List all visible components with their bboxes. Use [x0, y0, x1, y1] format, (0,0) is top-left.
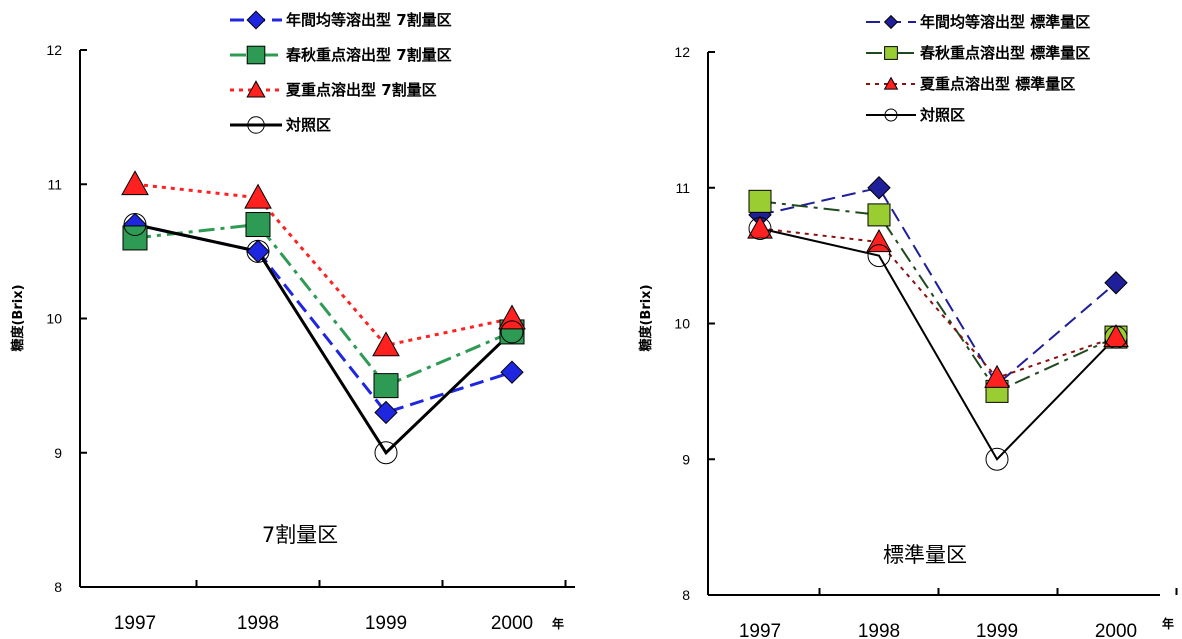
series-line-1 [134, 222, 513, 388]
data-point-0 [500, 360, 524, 384]
data-point-2 [747, 215, 773, 239]
data-point-3 [500, 320, 524, 344]
data-point-1 [122, 225, 148, 251]
legend-marker [246, 10, 266, 30]
data-point-3 [246, 239, 270, 263]
legend-marker [883, 14, 899, 30]
y-tick-label: 12 [46, 42, 62, 58]
y-tick-label: 9 [682, 451, 690, 467]
x-tick-label: 1999 [976, 621, 1018, 639]
legend-label: 夏重点溶出型 標準量区 [919, 75, 1075, 93]
data-point-0 [374, 400, 398, 425]
series-line-2 [759, 227, 1117, 379]
data-point-0 [1104, 271, 1128, 295]
data-point-1 [748, 189, 772, 213]
legend-marker [884, 46, 898, 60]
x-tick-label: 1997 [114, 613, 156, 634]
x-tick-label: 1998 [858, 621, 900, 639]
legend-marker [883, 76, 899, 90]
series-line-0 [759, 186, 1117, 387]
data-point-2 [121, 170, 149, 196]
data-point-0 [867, 176, 891, 200]
data-point-1 [867, 203, 891, 227]
x-unit-label: 年 [1162, 616, 1174, 631]
legend-label: 年間均等溶出型 7割量区 [286, 11, 452, 29]
series-line-3 [134, 223, 514, 456]
y-tick-label: 9 [54, 445, 62, 461]
legend-label: 対照区 [919, 106, 965, 124]
legend-marker [246, 80, 266, 98]
data-point-3 [867, 244, 891, 268]
y-tick-label: 10 [674, 316, 690, 332]
y-tick-label: 8 [682, 587, 690, 603]
data-point-3 [374, 441, 398, 465]
y-tick-label: 10 [46, 311, 62, 327]
x-unit-label: 年 [552, 616, 564, 631]
data-point-2 [1103, 324, 1129, 348]
y-tick-label: 11 [47, 176, 62, 192]
data-point-3 [985, 447, 1009, 471]
data-point-3 [748, 216, 772, 240]
data-point-2 [244, 183, 272, 209]
y-axis-label: 糖度(Brix) [638, 284, 654, 351]
y-axis-label: 糖度(Brix) [10, 284, 26, 351]
legend-label: 年間均等溶出型 標準量区 [920, 13, 1090, 31]
x-tick-label: 1997 [739, 621, 781, 639]
data-point-2 [372, 331, 400, 357]
series-line-1 [759, 200, 1117, 393]
data-point-3 [123, 213, 147, 237]
x-tick-label: 2000 [1095, 621, 1137, 639]
legend-label: 春秋重点溶出型 標準量区 [920, 44, 1090, 62]
legend-label: 春秋重点溶出型 7割量区 [286, 46, 452, 64]
series-line-3 [759, 227, 1117, 461]
legend-marker [246, 45, 266, 65]
x-tick-label: 2000 [491, 613, 533, 634]
x-tick-label: 1998 [237, 613, 279, 634]
chart-annotation: 7割量区 [262, 523, 338, 547]
chart-hyoujun: 8 9 10 11 12 1997 1998 1999 2000 糖度(Brix) 年 標準量区 年間均… [638, 13, 1178, 639]
x-tick-label: 1999 [365, 613, 407, 634]
y-tick-label: 11 [675, 180, 690, 196]
legend-label: 対照区 [285, 116, 331, 134]
y-tick-label: 8 [54, 579, 62, 595]
data-point-3 [1104, 325, 1128, 349]
legend-label: 夏重点溶出型 7割量区 [285, 81, 437, 99]
data-point-1 [245, 212, 271, 238]
series-line-2 [134, 182, 513, 348]
legend-marker [884, 108, 898, 122]
legend-marker [247, 116, 265, 134]
y-tick-label: 12 [674, 44, 690, 60]
chart-annotation: 標準量区 [883, 543, 967, 567]
data-point-2 [984, 364, 1010, 388]
chart-7wari: 8 9 10 11 12 1997 1998 1999 2000 糖度(Brix) 年 7割量区 年間均… [10, 10, 575, 634]
data-point-1 [373, 373, 399, 399]
